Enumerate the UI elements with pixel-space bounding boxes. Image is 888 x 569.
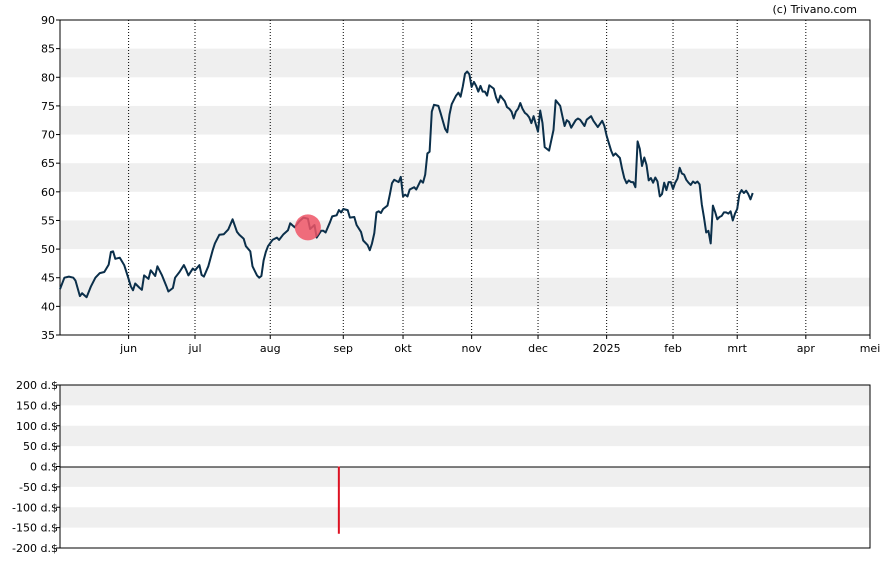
volume-y-tick-label: -100 d.$ bbox=[12, 501, 58, 514]
price-y-tick-label: 75 bbox=[41, 100, 55, 113]
volume-y-tick-label: 200 d.$ bbox=[16, 379, 58, 392]
event-marker bbox=[294, 214, 321, 241]
month-label: apr bbox=[797, 342, 816, 355]
volume-y-tick-label: 150 d.$ bbox=[16, 399, 58, 412]
month-label: jul bbox=[187, 342, 201, 355]
price-x-axis: jun jul aug sep okt nov dec 2025 feb mrt apr mei bbox=[119, 335, 880, 355]
price-y-tick-label: 50 bbox=[41, 243, 55, 256]
credit-text: (c) Trivano.com bbox=[772, 3, 857, 16]
price-band bbox=[60, 277, 870, 307]
volume-y-axis: -200 d.$ -150 d.$ -100 d.$ -50 d.$ 0 d.$ 50 d… bbox=[12, 379, 60, 555]
price-y-tick-label: 65 bbox=[41, 157, 55, 170]
month-label: feb bbox=[664, 342, 682, 355]
month-label: 2025 bbox=[593, 342, 621, 355]
month-label: nov bbox=[462, 342, 483, 355]
month-label: sep bbox=[334, 342, 353, 355]
volume-y-tick-label: -50 d.$ bbox=[19, 481, 58, 494]
price-y-tick-label: 70 bbox=[41, 129, 55, 142]
price-y-tick-label: 55 bbox=[41, 214, 55, 227]
price-y-tick-label: 45 bbox=[41, 272, 55, 285]
volume-y-tick-label: -200 d.$ bbox=[12, 542, 58, 555]
price-y-axis: 35 40 45 50 55 60 65 70 75 80 85 90 bbox=[41, 14, 60, 342]
month-label: dec bbox=[528, 342, 548, 355]
price-panel-frame bbox=[59, 19, 871, 336]
volume-y-tick-label: 100 d.$ bbox=[16, 420, 58, 433]
price-band bbox=[60, 220, 870, 250]
volume-band bbox=[60, 507, 870, 528]
price-y-tick-label: 80 bbox=[41, 71, 55, 84]
volume-band bbox=[60, 466, 870, 487]
price-y-tick-label: 35 bbox=[41, 329, 55, 342]
price-y-tick-label: 85 bbox=[41, 43, 55, 56]
price-y-tick-label: 90 bbox=[41, 14, 55, 27]
month-label: aug bbox=[260, 342, 281, 355]
volume-band bbox=[60, 425, 870, 447]
month-label: okt bbox=[394, 342, 412, 355]
price-y-tick-label: 60 bbox=[41, 186, 55, 199]
volume-y-tick-label: 0 d.$ bbox=[30, 461, 58, 474]
price-band bbox=[60, 105, 870, 135]
month-label: mrt bbox=[727, 342, 747, 355]
volume-y-tick-label: -150 d.$ bbox=[12, 522, 58, 535]
price-band bbox=[60, 163, 870, 192]
month-label: jun bbox=[119, 342, 137, 355]
price-series-line bbox=[59, 70, 754, 299]
volume-panel-bands bbox=[60, 385, 870, 528]
price-y-tick-label: 40 bbox=[41, 300, 55, 313]
month-label: mei bbox=[860, 342, 881, 355]
volume-y-tick-label: 50 d.$ bbox=[23, 440, 58, 453]
volume-band bbox=[60, 385, 870, 406]
